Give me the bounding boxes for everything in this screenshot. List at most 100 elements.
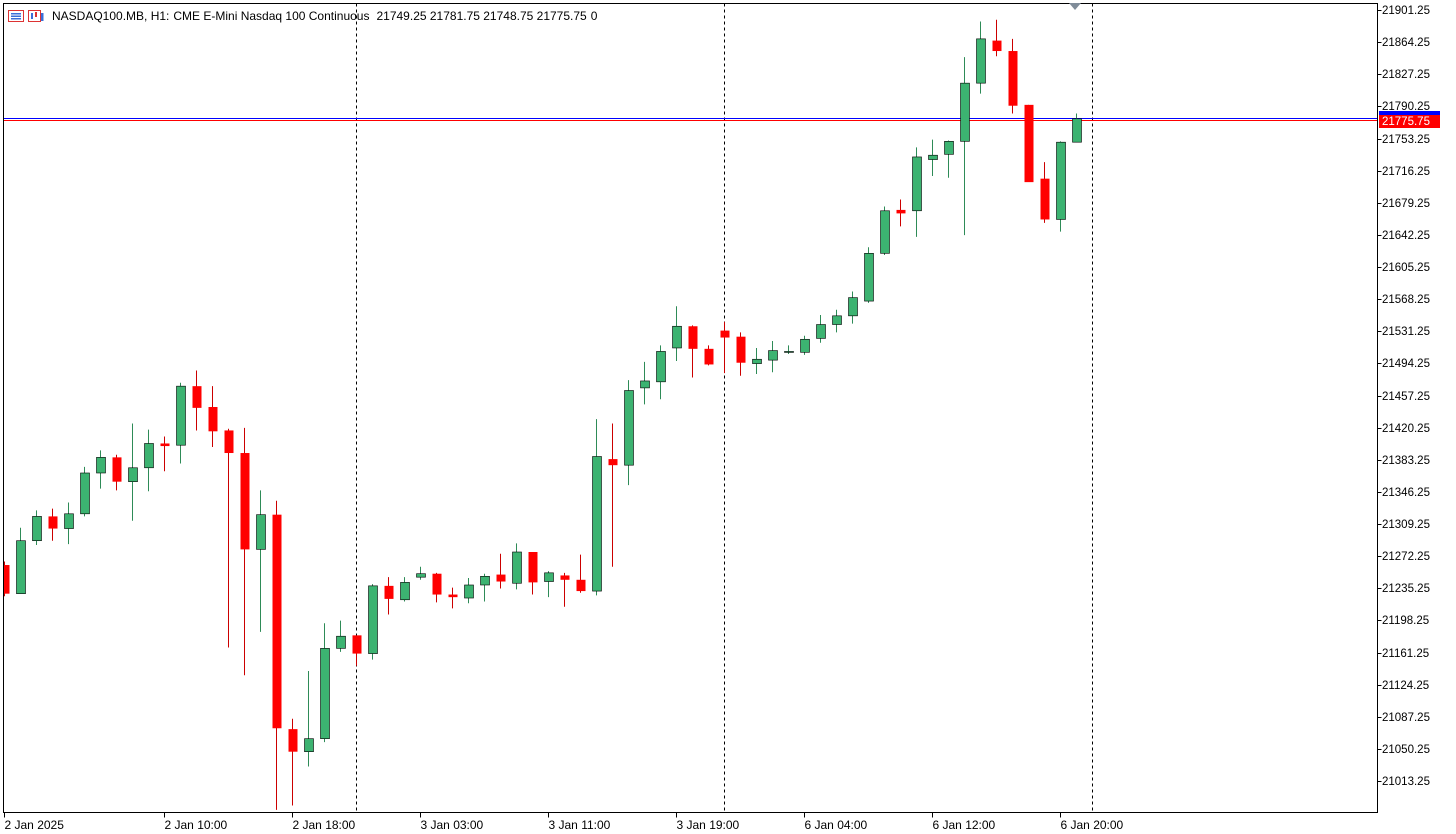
- chart-shift-marker-icon[interactable]: [1069, 3, 1081, 10]
- price-tick-label: 21864.25: [1382, 37, 1430, 49]
- candle-body: [416, 573, 426, 578]
- candle-body: [256, 514, 266, 550]
- bearish-candle[interactable]: [576, 554, 586, 593]
- bearish-candle[interactable]: [48, 508, 58, 541]
- chart-header: NASDAQ100.MB, H1: CME E-Mini Nasdaq 100 …: [8, 7, 597, 25]
- time-tick-label: 3 Jan 11:00: [549, 818, 611, 832]
- bearish-candle[interactable]: [432, 572, 442, 603]
- bullish-candle[interactable]: [624, 380, 634, 486]
- bullish-candle[interactable]: [176, 382, 186, 464]
- price-tick-label: 21790.25: [1382, 101, 1430, 113]
- bullish-candle[interactable]: [976, 21, 986, 94]
- candle-body: [208, 407, 218, 432]
- bullish-candle[interactable]: [80, 466, 90, 517]
- bearish-candle[interactable]: [560, 572, 570, 607]
- bearish-candle[interactable]: [1008, 38, 1018, 114]
- bullish-candle[interactable]: [928, 139, 938, 177]
- bullish-candle[interactable]: [1056, 141, 1066, 232]
- bullish-candle[interactable]: [640, 361, 650, 405]
- bullish-candle[interactable]: [960, 57, 970, 236]
- bullish-candle[interactable]: [512, 543, 522, 590]
- bullish-candle[interactable]: [672, 306, 682, 361]
- instrument-description: CME E-Mini Nasdaq 100 Continuous: [173, 9, 370, 23]
- bullish-candle[interactable]: [912, 147, 922, 237]
- bearish-candle[interactable]: [272, 500, 282, 810]
- time-tick-label: 6 Jan 12:00: [933, 818, 996, 832]
- bullish-candle[interactable]: [832, 309, 842, 333]
- candle-body: [640, 380, 650, 389]
- bearish-candle[interactable]: [720, 321, 730, 374]
- candle-body: [656, 351, 666, 383]
- bullish-candle[interactable]: [128, 423, 138, 521]
- bearish-candle[interactable]: [384, 577, 394, 615]
- bearish-candle[interactable]: [688, 325, 698, 378]
- candle-body: [384, 585, 394, 599]
- current-price-label: 21775.75: [1382, 116, 1430, 128]
- price-axis[interactable]: 21901.25 21864.25 21827.25 21790.25 21753.25…: [1377, 5, 1430, 788]
- chart-window-icon[interactable]: [28, 10, 44, 22]
- bullish-candle[interactable]: [656, 345, 666, 400]
- bullish-candle[interactable]: [752, 347, 762, 375]
- time-axis[interactable]: 2 Jan 2025 2 Jan 10:00 2 Jan 18:00 3 Jan 03…: [4, 812, 1124, 833]
- bullish-candle[interactable]: [944, 140, 954, 178]
- bullish-candle[interactable]: [96, 450, 106, 489]
- bullish-candle[interactable]: [144, 429, 154, 492]
- bearish-candle[interactable]: [608, 423, 618, 567]
- bearish-candle[interactable]: [496, 553, 506, 589]
- price-tick-label: 21124.25: [1382, 680, 1429, 692]
- bullish-candle[interactable]: [800, 335, 810, 355]
- bullish-candle[interactable]: [16, 527, 26, 594]
- bearish-candle[interactable]: [3, 561, 10, 597]
- bullish-candle[interactable]: [464, 578, 474, 604]
- symbol-list-icon[interactable]: [8, 10, 24, 22]
- bullish-candle[interactable]: [368, 584, 378, 660]
- candle-body: [848, 297, 858, 317]
- bearish-candle[interactable]: [1040, 162, 1050, 223]
- bullish-candle[interactable]: [848, 291, 858, 324]
- bullish-candle[interactable]: [784, 345, 794, 355]
- bearish-candle[interactable]: [992, 19, 1002, 57]
- bearish-candle[interactable]: [192, 370, 202, 431]
- bullish-candle[interactable]: [544, 571, 554, 598]
- bearish-candle[interactable]: [352, 635, 362, 666]
- bearish-candle[interactable]: [448, 587, 458, 609]
- bullish-candle[interactable]: [768, 341, 778, 373]
- candle-body: [1040, 178, 1050, 220]
- price-tick-label: 21642.25: [1382, 230, 1430, 242]
- bearish-candle[interactable]: [224, 428, 234, 648]
- bullish-candle[interactable]: [320, 623, 330, 743]
- bullish-candle[interactable]: [880, 206, 890, 256]
- candle-body: [176, 385, 186, 446]
- bearish-candle[interactable]: [208, 386, 218, 447]
- bullish-candle[interactable]: [400, 577, 410, 602]
- candle-body: [1008, 51, 1018, 106]
- bullish-candle[interactable]: [480, 573, 490, 602]
- bearish-candle[interactable]: [1024, 104, 1034, 183]
- bearish-candle[interactable]: [112, 454, 122, 491]
- candle-body: [560, 575, 570, 580]
- bearish-candle[interactable]: [288, 718, 298, 806]
- bullish-candle[interactable]: [336, 620, 346, 652]
- price-tick-label: 21457.25: [1382, 391, 1430, 403]
- candle-body: [864, 253, 874, 302]
- bullish-candle[interactable]: [32, 510, 42, 546]
- bullish-candle[interactable]: [304, 670, 314, 767]
- bearish-candle[interactable]: [240, 427, 250, 676]
- bearish-candle[interactable]: [160, 436, 170, 472]
- bullish-candle[interactable]: [864, 247, 874, 303]
- bearish-candle[interactable]: [704, 345, 714, 366]
- bullish-candle[interactable]: [1072, 113, 1082, 143]
- bullish-candle[interactable]: [816, 314, 826, 343]
- bearish-candle[interactable]: [528, 552, 538, 595]
- time-tick-label: 2 Jan 18:00: [293, 818, 356, 832]
- candle-body: [720, 330, 730, 338]
- bearish-candle[interactable]: [736, 332, 746, 376]
- bearish-candle[interactable]: [896, 199, 906, 227]
- bullish-candle[interactable]: [256, 490, 266, 632]
- volume-value: 0: [590, 9, 598, 23]
- bullish-candle[interactable]: [64, 502, 74, 545]
- bullish-candle[interactable]: [592, 419, 602, 596]
- bullish-candle[interactable]: [416, 566, 426, 580]
